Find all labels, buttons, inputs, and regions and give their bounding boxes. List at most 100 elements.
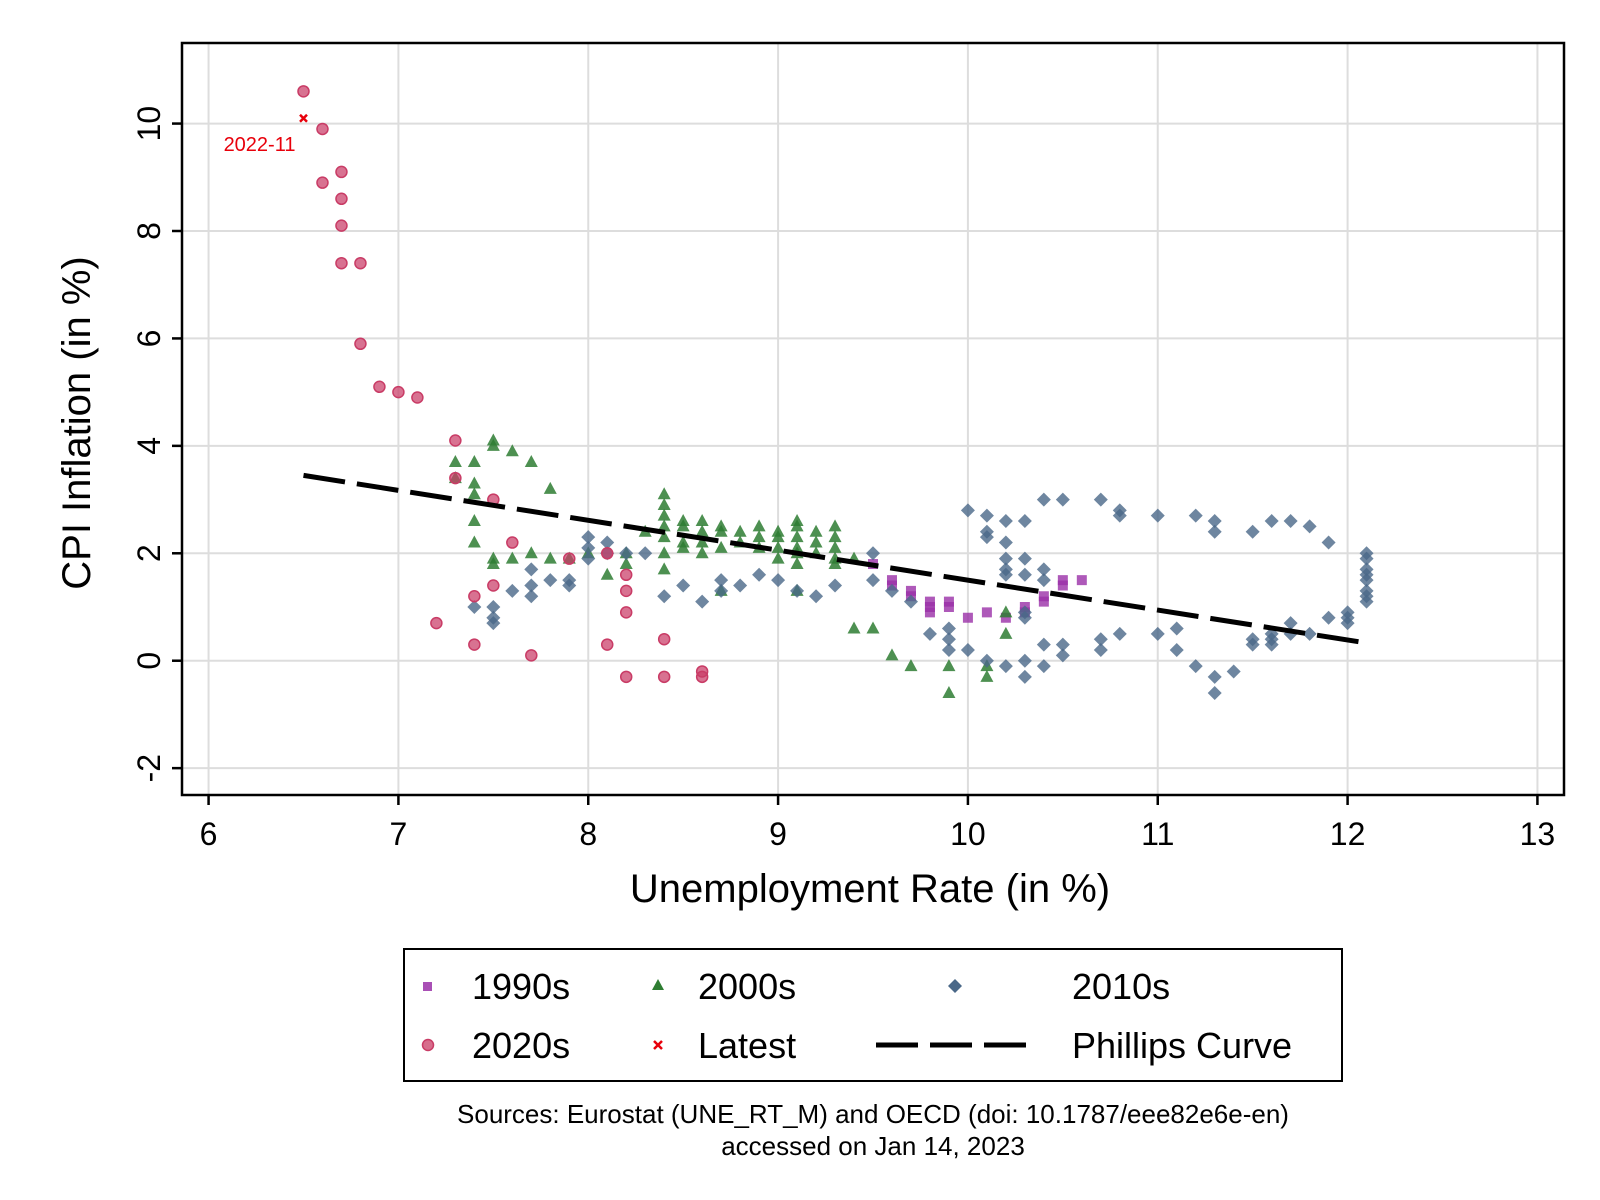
legend-label-latest: Latest: [698, 1025, 796, 1066]
point-2000s: [467, 487, 481, 500]
point-2010s: [752, 567, 767, 582]
y-tick-label: 4: [131, 437, 167, 455]
point-2000s: [714, 524, 728, 537]
point-2010s: [524, 578, 539, 593]
source-note-line-2: accessed on Jan 14, 2023: [721, 1131, 1025, 1161]
legend-marker-2000s: [652, 979, 664, 990]
point-2000s: [467, 514, 481, 527]
source-note-line-1: Sources: Eurostat (UNE_RT_M) and OECD (d…: [457, 1099, 1289, 1129]
legend-label-phillips-curve: Phillips Curve: [1072, 1025, 1292, 1066]
point-2010s: [941, 642, 956, 657]
point-2000s: [695, 524, 709, 537]
point-2010s: [866, 573, 880, 588]
point-2000s: [999, 605, 1013, 618]
point-2010s: [1150, 508, 1165, 523]
point-2000s: [809, 535, 823, 548]
point-2010s: [486, 616, 501, 631]
point-2010s: [619, 546, 634, 561]
point-latest: [299, 113, 308, 123]
point-1990s: [924, 596, 935, 607]
point-1990s: [1038, 591, 1049, 602]
latest-annotation: 2022-11: [224, 134, 296, 156]
point-2020s: [506, 536, 519, 549]
legend: 1990s 2000s 2010s 2020s Latest Phillips …: [403, 948, 1343, 1082]
point-2000s: [657, 497, 671, 510]
point-2010s: [638, 546, 653, 561]
legend-label-1990s: 1990s: [472, 966, 570, 1007]
point-1990s: [1000, 612, 1011, 623]
point-2010s: [1359, 573, 1374, 588]
y-tick-label: 6: [131, 330, 167, 348]
point-2010s: [922, 626, 937, 641]
point-2000s: [790, 530, 804, 543]
point-2010s: [581, 540, 596, 555]
y-axis-title: CPI Inflation (in %): [55, 256, 99, 589]
legend-label-2000s: 2000s: [698, 966, 796, 1007]
point-2000s: [524, 546, 538, 559]
point-2020s: [335, 192, 348, 206]
point-2010s: [1093, 632, 1108, 647]
point-2020s: [619, 670, 633, 684]
point-2020s: [430, 616, 443, 630]
point-1990s: [886, 575, 897, 586]
point-2010s: [676, 578, 691, 593]
point-2000s: [657, 546, 671, 559]
point-2020s: [335, 256, 348, 270]
point-2010s: [1055, 637, 1070, 652]
point-2010s: [1207, 669, 1222, 684]
point-2010s: [1321, 610, 1336, 625]
legend-marker-2010s: [948, 979, 962, 993]
point-2000s: [790, 557, 804, 570]
point-2020s: [335, 219, 348, 232]
point-2010s: [979, 508, 994, 523]
point-2000s: [752, 519, 766, 532]
point-2010s: [1283, 616, 1298, 631]
point-2000s: [695, 546, 709, 559]
data-points: [297, 85, 1374, 700]
point-1990s: [1076, 575, 1087, 586]
legend-marker-2020s: [421, 1038, 435, 1052]
point-2000s: [828, 540, 842, 553]
point-2000s: [505, 444, 519, 457]
legend-item-phillips-curve: Phillips Curve: [876, 1025, 1292, 1066]
point-2010s: [828, 578, 843, 593]
point-2020s: [335, 165, 348, 179]
point-2020s: [600, 547, 614, 560]
point-2000s: [448, 454, 462, 467]
point-2010s: [1093, 492, 1108, 507]
point-2020s: [468, 590, 481, 603]
point-2010s: [960, 503, 975, 518]
point-2010s: [1245, 524, 1260, 539]
point-2010s: [714, 583, 729, 598]
point-2010s: [1036, 492, 1051, 507]
point-2010s: [1359, 594, 1374, 609]
x-axis-ticks: 6 7 8 9 10 11 12 13: [200, 795, 1555, 852]
point-2000s: [999, 626, 1013, 639]
y-tick-label: 10: [131, 106, 167, 142]
y-tick-label: 2: [131, 544, 167, 562]
point-2020s: [392, 385, 405, 399]
point-2000s: [467, 476, 481, 489]
legend-marker-latest: [653, 1040, 663, 1050]
point-2010s: [998, 551, 1013, 566]
x-axis-title: Unemployment Rate (in %): [630, 867, 1110, 911]
point-2020s: [373, 380, 386, 394]
point-2010s: [1302, 626, 1317, 641]
point-2010s: [1017, 551, 1032, 566]
point-2000s: [543, 551, 557, 564]
x-tick-label: 6: [200, 816, 218, 852]
point-1990s: [962, 612, 973, 623]
point-2010s: [1283, 514, 1298, 529]
point-2010s: [600, 535, 615, 550]
point-2000s: [866, 621, 880, 634]
point-2000s: [657, 530, 671, 543]
point-2000s: [657, 562, 671, 575]
point-2000s: [657, 508, 671, 521]
point-2010s: [866, 546, 880, 561]
legend-item-2000s: 2000s: [652, 966, 796, 1007]
point-2020s: [619, 584, 633, 598]
point-2020s: [563, 552, 576, 565]
point-2020s: [657, 670, 671, 684]
point-2010s: [1207, 514, 1222, 529]
point-2010s: [998, 535, 1013, 550]
